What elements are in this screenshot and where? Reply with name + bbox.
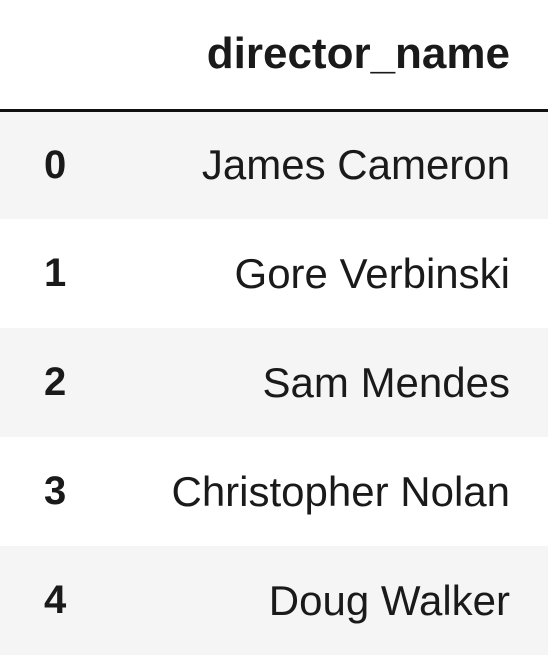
table-header: director_name [0,0,548,112]
director-name-cell: Gore Verbinski [234,249,510,297]
director-name-cell: Doug Walker [268,576,510,624]
header-row: director_name [0,0,548,112]
director-name-cell: James Cameron [201,141,510,189]
table-row: 1 Gore Verbinski [0,219,548,328]
table-body: 0 James Cameron 1 Gore Verbinski 2 Sam M… [0,110,548,655]
index-header-cell [0,0,110,112]
row-index: 2 [44,360,67,404]
table-row: 4 Doug Walker [0,546,548,655]
row-index: 1 [44,251,67,295]
row-index: 0 [44,142,67,187]
column-header-director-name: director_name [110,0,548,112]
row-index: 3 [44,469,67,513]
director-name-cell: Christopher Nolan [171,467,510,515]
table-row: 3 Christopher Nolan [0,437,548,546]
table-row: 0 James Cameron [0,110,548,219]
row-index: 4 [44,578,67,622]
table-row: 2 Sam Mendes [0,328,548,437]
director-name-cell: Sam Mendes [262,358,510,406]
dataframe-table: director_name 0 James Cameron 1 Gore Ver… [0,0,548,655]
